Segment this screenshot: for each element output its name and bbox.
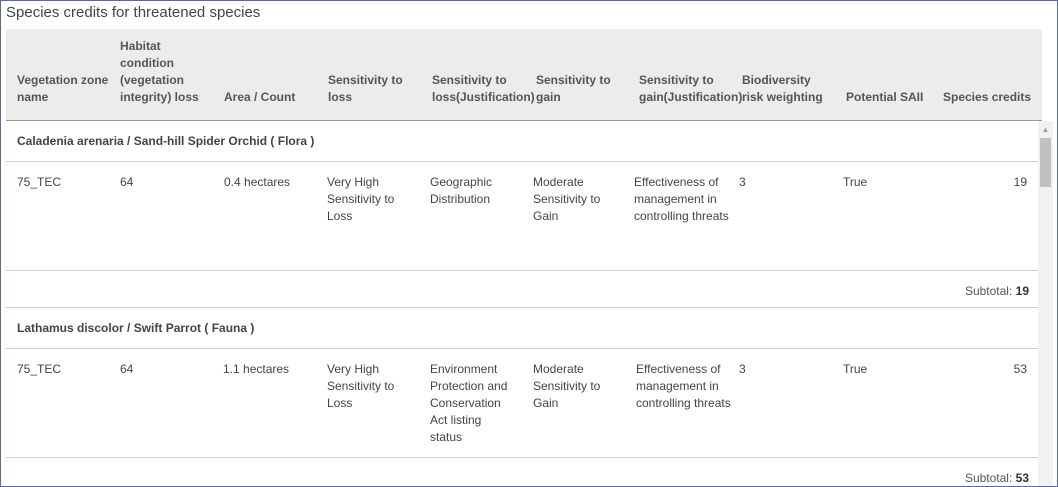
- col-sensitivity-to-gain-justification: Sensitivity to gain(Justification): [639, 73, 743, 104]
- subtotal-row: Subtotal: 53: [6, 458, 1042, 486]
- species-group-heading: Lathamus discolor / Swift Parrot ( Fauna…: [6, 308, 1042, 349]
- cell-zone: 75_TEC: [17, 175, 62, 189]
- cell-sensitivity-gain-justification: Effectiveness of management in controlli…: [634, 175, 729, 223]
- cell-area: 0.4 hectares: [224, 175, 291, 189]
- cell-sensitivity-gain-justification: Effectiveness of management in controlli…: [636, 362, 731, 410]
- cell-risk-weighting: 3: [739, 362, 746, 376]
- col-sensitivity-to-loss-justification: Sensitivity to loss(Justification): [432, 73, 535, 104]
- subtotal-label: Subtotal:: [964, 284, 1016, 298]
- cell-species-credits: 19: [1013, 175, 1027, 189]
- col-habitat-condition-loss: Habitat condition (vegetation integrity)…: [120, 39, 199, 104]
- subtotal-value: 19: [1015, 284, 1029, 298]
- cell-sensitivity-gain: Moderate Sensitivity to Gain: [533, 175, 601, 223]
- cell-species-credits: 53: [1013, 362, 1027, 376]
- species-name: Caladenia arenaria / Sand-hill Spider Or…: [17, 134, 315, 148]
- scrollbar-thumb[interactable]: [1040, 138, 1051, 187]
- cell-habitat: 64: [120, 175, 134, 189]
- table-row: 75_TEC 64 1.1 hectares Very High Sensiti…: [6, 349, 1042, 458]
- species-credits-table: Vegetation zone name Habitat condition (…: [6, 29, 1042, 486]
- col-area-count: Area / Count: [224, 90, 296, 104]
- col-species-credits: Species credits: [943, 90, 1032, 104]
- cell-sensitivity-loss-justification: Environment Protection and Conservation …: [430, 362, 508, 444]
- table-header: Vegetation zone name Habitat condition (…: [6, 29, 1042, 121]
- subtotal-text: Subtotal: 53: [965, 471, 1029, 485]
- vertical-scrollbar[interactable]: ▲: [1038, 121, 1053, 486]
- cell-risk-weighting: 3: [739, 175, 746, 189]
- cell-area: 1.1 hectares: [223, 362, 290, 376]
- cell-sensitivity-loss: Very High Sensitivity to Loss: [327, 362, 395, 410]
- species-group-heading: Caladenia arenaria / Sand-hill Spider Or…: [6, 121, 1042, 162]
- panel-title: Species credits for threatened species: [6, 4, 261, 21]
- col-vegetation-zone-name: Vegetation zone name: [17, 73, 109, 104]
- cell-potential-saii: True: [843, 175, 868, 189]
- cell-sensitivity-loss-justification: Geographic Distribution: [430, 175, 493, 206]
- col-potential-saii: Potential SAII: [846, 90, 924, 104]
- col-sensitivity-to-gain: Sensitivity to gain: [536, 73, 611, 104]
- col-biodiversity-risk-weighting: Biodiversity risk weighting: [742, 73, 823, 104]
- subtotal-text: Subtotal: 19: [965, 284, 1029, 298]
- cell-potential-saii: True: [843, 362, 868, 376]
- scroll-up-arrow-icon[interactable]: ▲: [1041, 125, 1050, 134]
- subtotal-row: Subtotal: 19: [6, 271, 1042, 308]
- cell-zone: 75_TEC: [17, 362, 62, 376]
- species-name: Lathamus discolor / Swift Parrot ( Fauna…: [17, 321, 255, 335]
- cell-habitat: 64: [120, 362, 134, 376]
- subtotal-label: Subtotal:: [964, 471, 1016, 485]
- col-sensitivity-to-loss: Sensitivity to loss: [328, 73, 403, 104]
- cell-sensitivity-gain: Moderate Sensitivity to Gain: [533, 362, 601, 410]
- subtotal-value: 53: [1015, 471, 1029, 485]
- cell-sensitivity-loss: Very High Sensitivity to Loss: [327, 175, 395, 223]
- table-row: 75_TEC 64 0.4 hectares Very High Sensiti…: [6, 162, 1042, 271]
